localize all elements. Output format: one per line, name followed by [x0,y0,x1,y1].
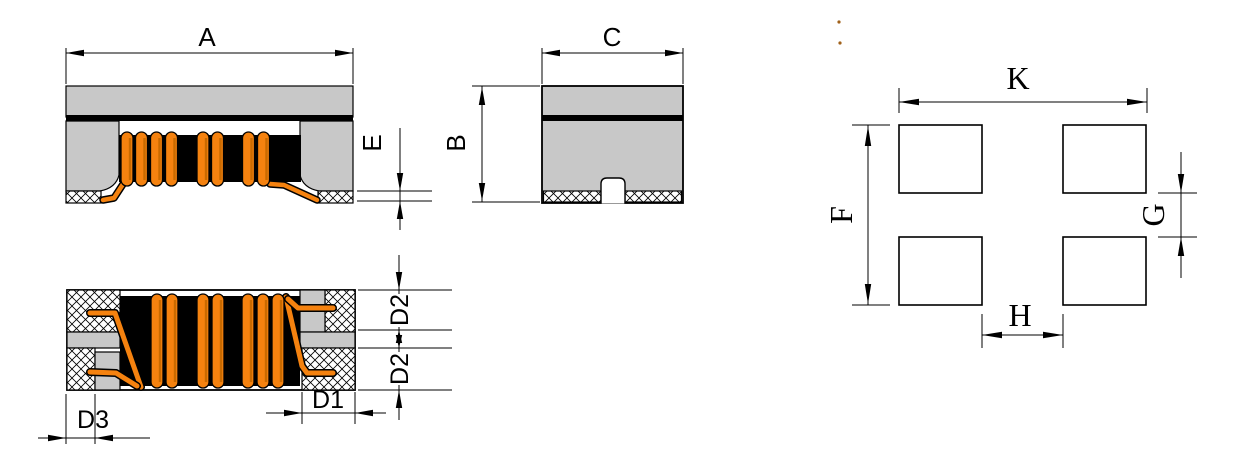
front-top-plate [65,85,354,118]
dim-H: H [981,297,1064,348]
side-terminal-hatch-left [542,190,602,203]
dim-A: A [65,22,354,84]
arrowhead [1043,331,1063,339]
dim-label-D2-bottom: D2 [386,353,414,385]
dim-label-H: H [1008,297,1031,333]
arrowhead [478,183,486,201]
bottom-gray-strip-right [299,331,356,349]
land-pattern: K F G H [823,20,1197,348]
arrowhead [396,201,404,219]
arrowhead [48,434,66,442]
speck-dot [837,20,841,24]
arrowhead [982,331,1002,339]
bottom-lead-wires [86,293,337,391]
arrowhead [1127,98,1147,106]
arrowhead [899,98,919,106]
pad-bottom-right [1062,236,1147,306]
front-core-bar [119,135,301,182]
dim-B: B [441,85,540,203]
front-left-terminal-hatch [65,190,102,204]
dim-D3: D3 [38,394,150,444]
dim-label-E: E [357,134,387,151]
side-bottom-notch-outline [600,177,626,204]
bottom-gray-strip-left [66,331,121,349]
arrowhead [95,434,113,442]
dim-label-C: C [603,22,622,52]
arrowhead [335,49,353,57]
bottom-core-bar [120,296,300,386]
arrowhead [478,87,486,105]
front-adhesive-line [66,115,353,121]
arrowhead [395,335,403,348]
arrowhead [665,49,683,57]
front-right-block [299,120,354,192]
pad-bottom-left [898,236,983,306]
arrowhead [396,173,404,191]
side-terminal-hatch-right [624,190,683,203]
arrowhead [395,390,403,408]
arrowhead [542,49,560,57]
pad-top-right [1062,124,1147,194]
dim-F: F [823,124,890,306]
dim-E: E [357,128,432,230]
dim-label-D3: D3 [77,406,109,434]
arrowhead [355,409,373,417]
arrowhead [1177,174,1185,193]
arrowhead [284,409,302,417]
label-mask [389,352,409,385]
arrowhead [864,284,872,304]
dim-G: G [1135,152,1197,278]
dim-label-F: F [823,206,859,224]
arrowhead [66,49,84,57]
bottom-view: D2 D2 D1 D3 [38,255,452,444]
arrowhead [1177,237,1185,256]
label-mask [389,294,409,327]
front-view: A E [65,22,432,230]
front-left-block [65,120,120,192]
dim-D1: D1 [266,386,386,424]
front-coil-turns [120,131,271,187]
dim-label-A: A [198,22,216,52]
side-view: C B [441,22,684,204]
dim-K: K [898,60,1148,113]
pad-top-left [898,124,983,194]
dim-label-G: G [1135,203,1171,226]
side-adhesive-line [542,115,683,121]
arrowhead [864,126,872,146]
speck-dot [838,41,842,45]
dim-D2-chain: D2 D2 [358,255,452,420]
dim-label-K: K [1006,60,1029,96]
dim-C: C [541,22,684,84]
side-bottom-notch [601,178,625,204]
dim-label-B: B [441,134,471,151]
front-right-terminal-hatch [317,190,354,204]
arrowhead [395,272,403,290]
dim-label-D1: D1 [312,386,344,414]
bottom-coil-turns [150,293,285,389]
dim-label-D2-top: D2 [386,294,414,326]
